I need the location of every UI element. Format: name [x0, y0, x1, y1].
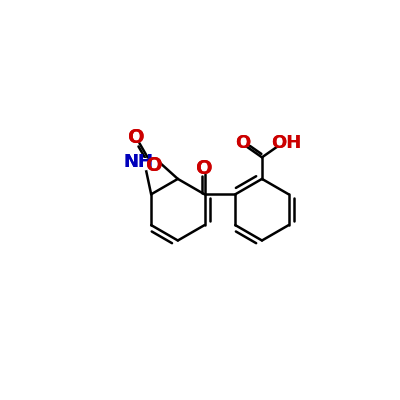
Text: OH: OH	[271, 134, 301, 152]
Text: O: O	[128, 128, 145, 147]
Circle shape	[139, 159, 150, 170]
Circle shape	[200, 164, 209, 173]
Text: O: O	[146, 156, 163, 174]
Circle shape	[280, 137, 292, 149]
Circle shape	[132, 133, 141, 142]
Circle shape	[150, 154, 160, 163]
Text: O: O	[146, 156, 163, 174]
Text: NH: NH	[123, 153, 153, 171]
Circle shape	[238, 138, 248, 148]
Text: O: O	[196, 159, 213, 178]
Text: OH: OH	[271, 134, 301, 152]
Text: O: O	[128, 128, 145, 147]
Text: O: O	[235, 134, 250, 152]
Text: O: O	[235, 134, 250, 152]
Text: NH: NH	[123, 153, 153, 171]
Text: O: O	[196, 159, 213, 178]
